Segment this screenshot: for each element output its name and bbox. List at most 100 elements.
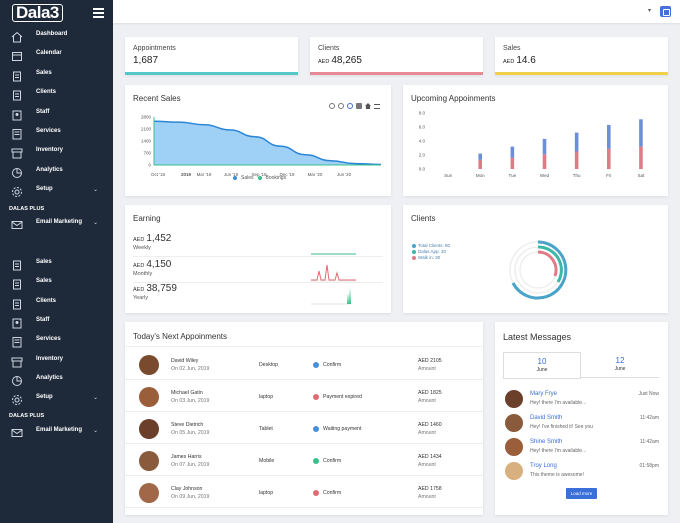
- currency: AED: [133, 263, 145, 269]
- search-icon[interactable]: [347, 103, 353, 109]
- status-text: Confirm: [323, 490, 342, 496]
- message-item[interactable]: Troy Long This theme is awesome! 01:58pm: [503, 460, 663, 484]
- recent-sales-card: Recent Sales 2800 2100 1400 700 0 Oct '18 2019…: [125, 85, 391, 196]
- x-tick-label: Sun: [444, 173, 453, 178]
- stat-value: AED 14.6: [503, 55, 536, 66]
- device: Mobile: [259, 458, 275, 464]
- status-dot: [313, 394, 319, 400]
- y-tick-label: 2800: [141, 115, 152, 120]
- analytics-icon: [11, 374, 23, 386]
- legend-label: Sales: [241, 175, 254, 181]
- sidebar-item-label: Calendar: [36, 50, 62, 57]
- bar-mon: [478, 159, 483, 169]
- sender-name: Troy Long: [530, 463, 557, 469]
- stat-accent-bar: [125, 72, 298, 75]
- chart-toolbar: [329, 103, 380, 109]
- earning-value: 1,452: [146, 233, 172, 244]
- tab-june-10[interactable]: 10 June: [503, 352, 581, 378]
- sidebar-item-inventory[interactable]: Inventory: [0, 352, 113, 370]
- table-row[interactable]: David Wiley On 02 Jun, 2019 Desktop Confirm…: [125, 349, 483, 380]
- message-time: 11:42am: [639, 439, 659, 445]
- status-text: Payment expired: [323, 394, 362, 400]
- sidebar-item-staff[interactable]: Staff: [0, 313, 113, 331]
- y-tick-label: 2.0: [419, 153, 426, 158]
- chevron-down-icon[interactable]: ▾: [648, 8, 652, 14]
- status-text: Confirm: [323, 362, 342, 368]
- clients-donut-chart: [509, 240, 568, 300]
- sidebar-item-label: Analytics: [36, 166, 63, 173]
- sidebar-item-analytics[interactable]: Analytics: [0, 163, 113, 181]
- gear-icon: [11, 393, 23, 406]
- clients-card: Clients Total Clients: 80 Dalas App: 20 Wa…: [403, 205, 668, 313]
- earning-period: Weekly: [133, 245, 151, 251]
- brand-logo[interactable]: Dala3: [12, 4, 63, 22]
- sidebar: Dala3 Dashboard Calendar Sales Clients Staff…: [0, 0, 113, 523]
- sidebar-item-clients[interactable]: Clients: [0, 85, 113, 103]
- chevron-down-icon: ⌄: [93, 395, 99, 402]
- stat-accent-bar: [310, 72, 483, 75]
- y-tick-label: 8.0: [419, 111, 426, 116]
- sidebar-item-email-marketing[interactable]: Email Marketing ⌄: [0, 215, 113, 233]
- sidebar-item-email-marketing[interactable]: Email Marketing ⌄: [0, 423, 113, 441]
- client-name: Steve Dietrich: [171, 422, 204, 428]
- zoom-in-icon[interactable]: [329, 103, 335, 109]
- load-more-button[interactable]: Load more: [566, 488, 597, 499]
- card-title: Upcoming Appoinments: [411, 94, 496, 103]
- stat-value: 1,687: [133, 55, 159, 66]
- bar-fri: [606, 124, 611, 149]
- menu-icon[interactable]: [374, 104, 380, 109]
- sidebar-item-setup[interactable]: Setup ⌄: [0, 390, 113, 408]
- table-row[interactable]: Clay Johnson On 09 Jun, 2019 laptop Confirm…: [125, 477, 483, 508]
- sidebar-item-inventory[interactable]: Inventory: [0, 143, 113, 161]
- menu-toggle-icon[interactable]: [93, 8, 104, 20]
- status-dot: [313, 458, 319, 464]
- sidebar-item-services[interactable]: Services: [0, 332, 113, 350]
- sidebar-item-services[interactable]: Services: [0, 124, 113, 142]
- avatar: [139, 387, 159, 407]
- user-menu-button[interactable]: [660, 6, 671, 17]
- y-tick-label: 700: [143, 151, 151, 156]
- latest-messages-card: Latest Messages 10 June 12 June Mary Fry…: [495, 322, 668, 515]
- appointment-date: On 05 Jun, 2019: [171, 430, 210, 436]
- amount-label: Amount: [418, 366, 436, 372]
- chevron-down-icon: ⌄: [93, 428, 99, 434]
- sidebar-item-sales[interactable]: Sales: [0, 255, 113, 273]
- sidebar-item-sales[interactable]: Sales: [0, 274, 113, 292]
- zoom-out-icon[interactable]: [338, 103, 344, 109]
- x-tick-label: Thu: [573, 173, 581, 178]
- sidebar-item-label: Staff: [36, 108, 50, 115]
- message-item[interactable]: David Smith Hey! I've finished it! See yo…: [503, 412, 663, 436]
- x-tick-label: Wed: [540, 173, 550, 178]
- bar-wed: [542, 138, 547, 155]
- tab-june-12[interactable]: 12 June: [581, 352, 659, 378]
- avatar: [505, 414, 523, 432]
- device: laptop: [259, 490, 274, 496]
- message-preview: Hey! I've finished it! See you: [530, 424, 593, 430]
- client-name: David Wiley: [171, 358, 199, 364]
- client-name: Michael Gatin: [171, 390, 203, 396]
- pan-icon[interactable]: [356, 103, 362, 109]
- message-item[interactable]: Mary Frye Hey! there I'm available... Just…: [503, 388, 663, 412]
- sidebar-item-sales[interactable]: Sales: [0, 66, 113, 84]
- clipboard-icon: [11, 88, 23, 101]
- amount-label: Amount: [418, 398, 436, 404]
- table-row[interactable]: James Harris On 07 Jun, 2019 Mobile Confirm…: [125, 445, 483, 476]
- avatar: [139, 419, 159, 439]
- sidebar-item-clients[interactable]: Clients: [0, 294, 113, 312]
- message-preview: Hey! there I'm available...: [530, 448, 587, 454]
- sidebar-item-label: Clients: [36, 89, 57, 96]
- bar-tue: [510, 157, 515, 169]
- sidebar-item-analytics[interactable]: Analytics: [0, 371, 113, 389]
- message-item[interactable]: Shine Smith Hey! there I'm available... 11…: [503, 436, 663, 460]
- legend-label: Dalas App: 20: [418, 249, 447, 254]
- sidebar-item-calendar[interactable]: Calendar: [0, 46, 113, 64]
- sidebar-item-dashboard[interactable]: Dashboard: [0, 27, 113, 45]
- sidebar-item-label: Services: [36, 336, 61, 343]
- table-row[interactable]: Michael Gatin On 03 Jun, 2019 laptop Paymen…: [125, 381, 483, 412]
- home-icon[interactable]: [365, 103, 371, 109]
- sidebar-item-staff[interactable]: Staff: [0, 105, 113, 123]
- table-row[interactable]: Steve Dietrich On 05 Jun, 2019 Tablet Waiti…: [125, 413, 483, 444]
- bar-wed: [542, 154, 547, 169]
- tab-label: June: [614, 366, 626, 372]
- sidebar-item-setup[interactable]: Setup ⌄: [0, 182, 113, 200]
